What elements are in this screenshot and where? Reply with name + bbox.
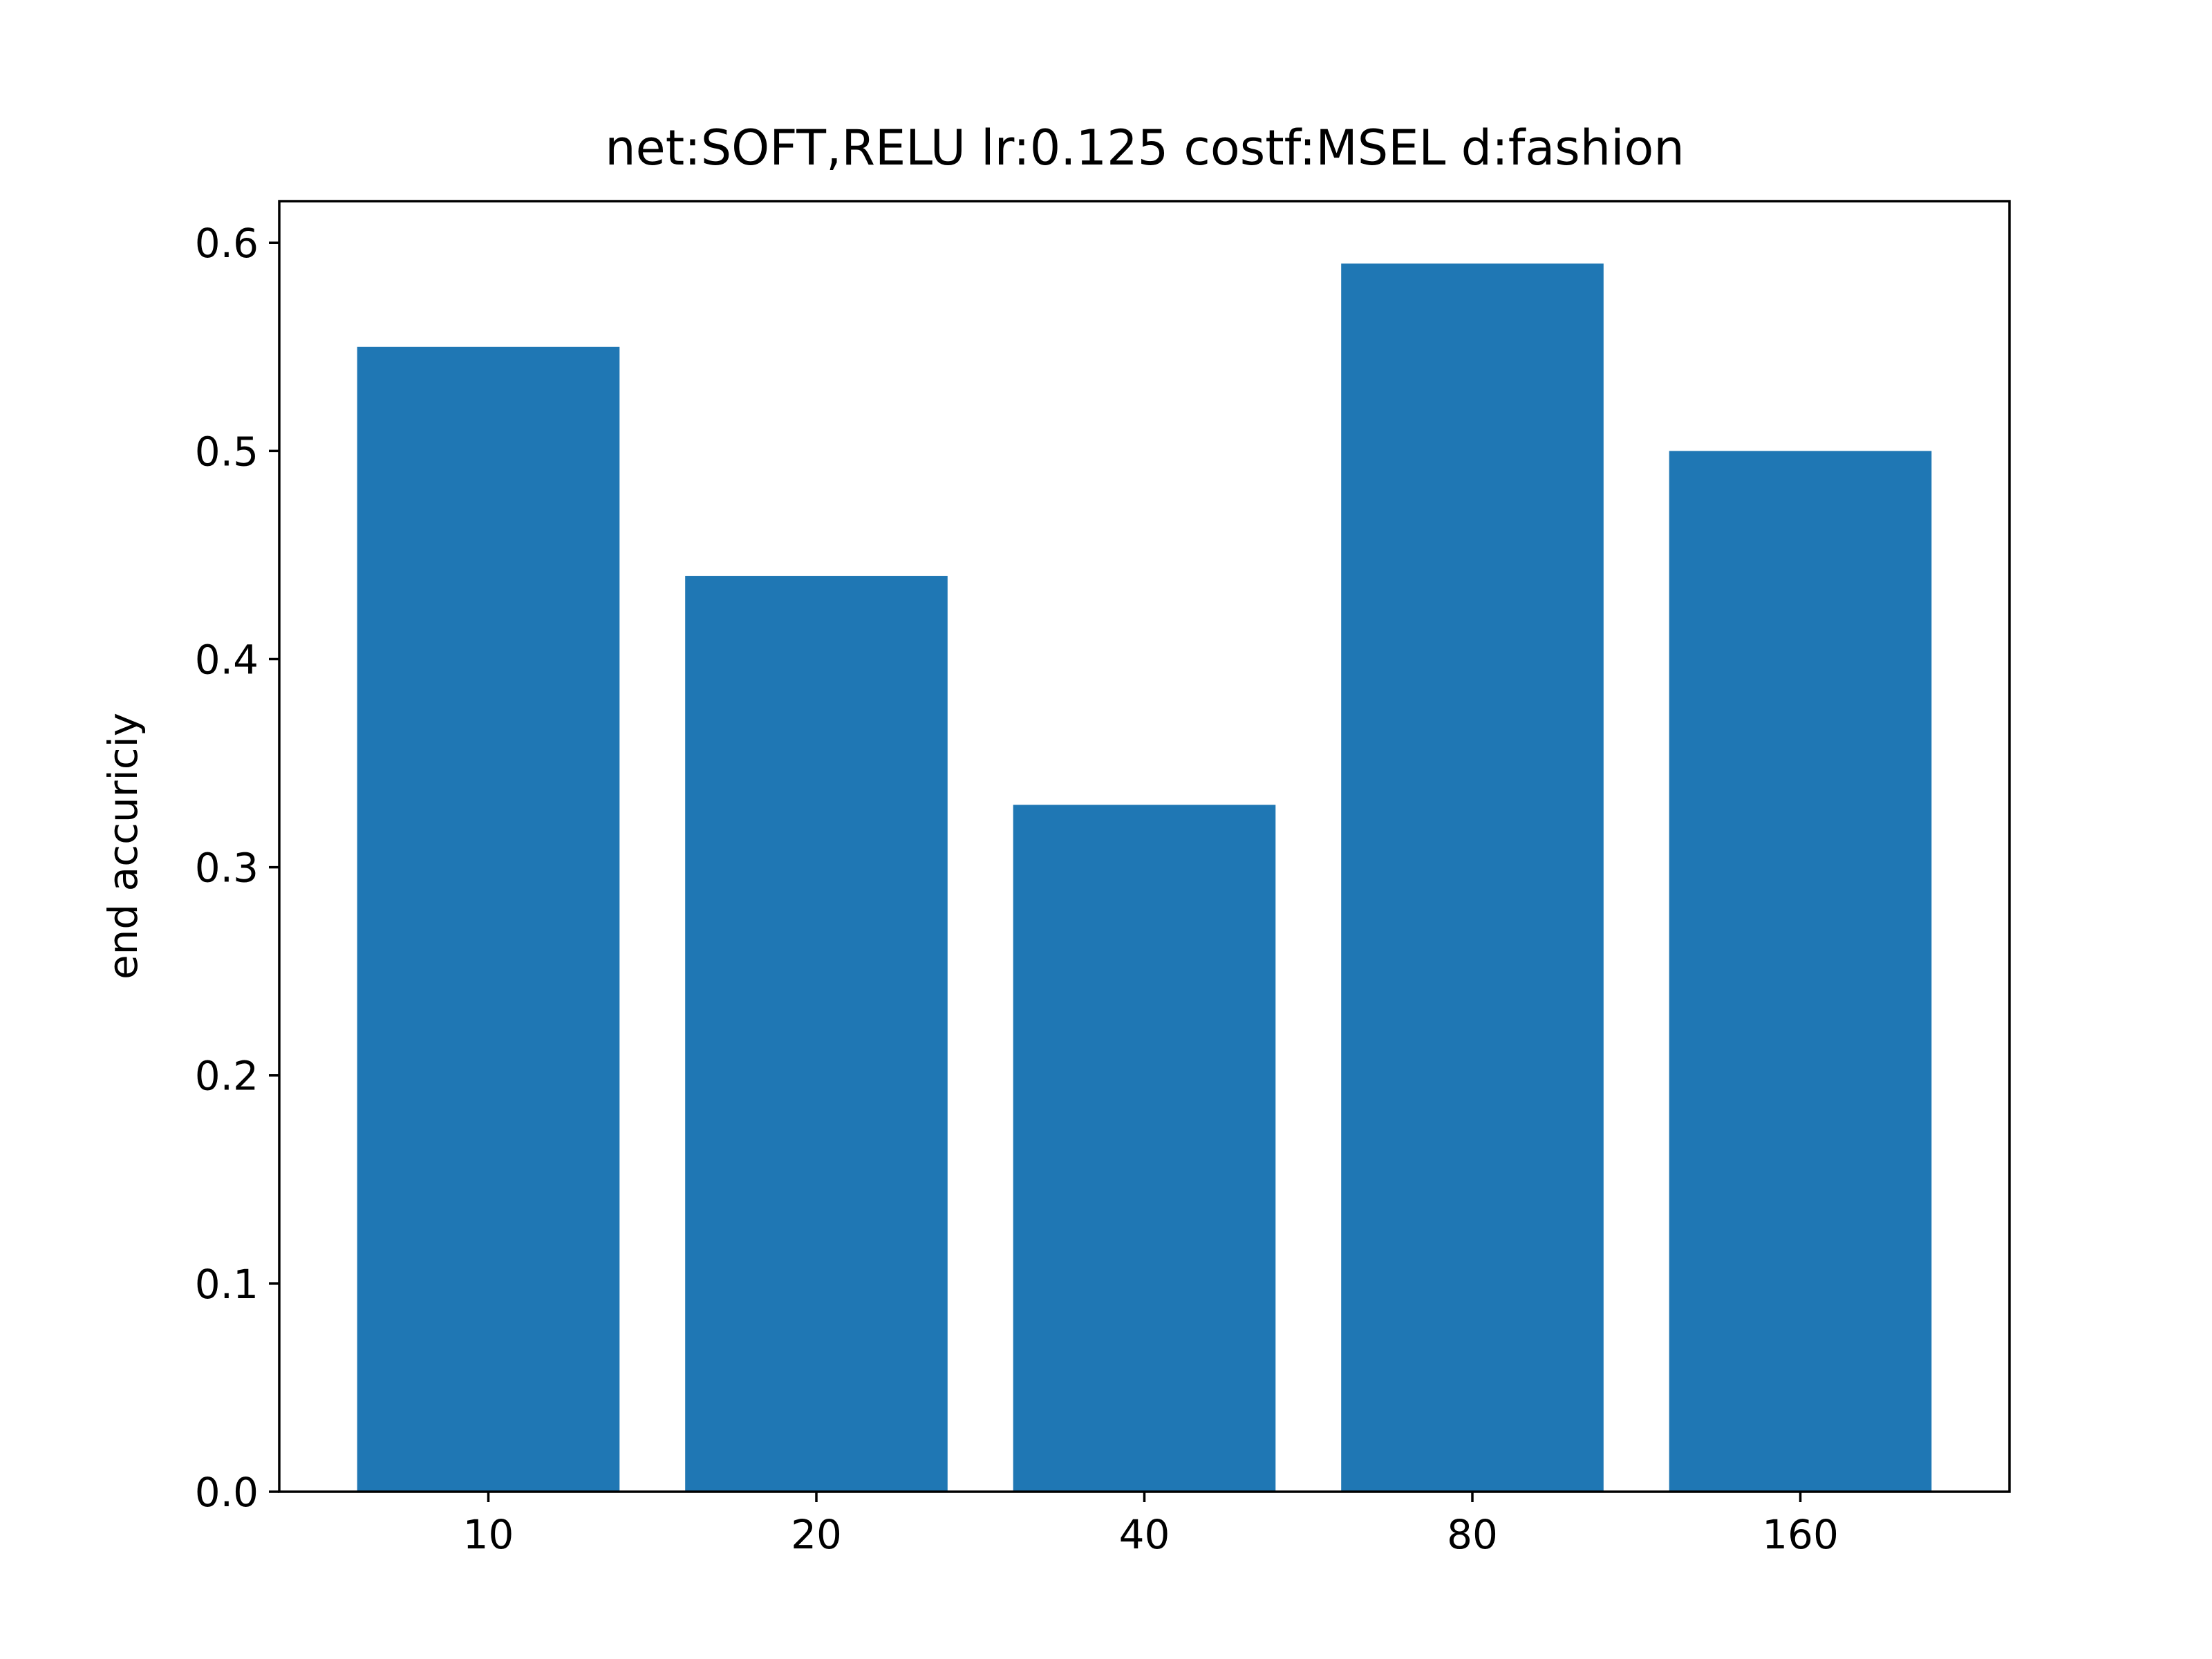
x-tick-label: 80 [1447,1511,1498,1558]
bar-160 [1669,451,1932,1492]
plot-frame [278,200,2011,1493]
x-tick-label: 40 [1119,1511,1170,1558]
y-tick-label: 0.5 [195,428,259,475]
bar-10 [357,346,620,1492]
y-tick-label: 0.2 [195,1053,259,1100]
y-axis-label: end accuriciy [100,713,147,980]
y-axis-ticks: 0.0 0.1 0.2 0.3 0.4 0.5 0.6 [195,220,279,1516]
y-tick-label: 0.1 [195,1261,259,1308]
x-tick-label: 160 [1762,1511,1839,1558]
x-tick-label: 10 [463,1511,514,1558]
bar-80 [1341,263,1604,1492]
y-tick-label: 0.4 [195,636,259,683]
chart-title: net:SOFT,RELU lr:0.125 costf:MSEL d:fash… [605,120,1684,176]
y-tick-label: 0.0 [195,1469,259,1516]
bars-group [357,263,1932,1492]
bar-20 [685,576,948,1492]
y-tick-label: 0.6 [195,220,259,267]
y-tick-label: 0.3 [195,845,259,892]
bar-40 [1013,805,1276,1492]
x-tick-label: 20 [791,1511,842,1558]
x-axis-ticks: 10 20 40 80 160 [463,1492,1839,1558]
